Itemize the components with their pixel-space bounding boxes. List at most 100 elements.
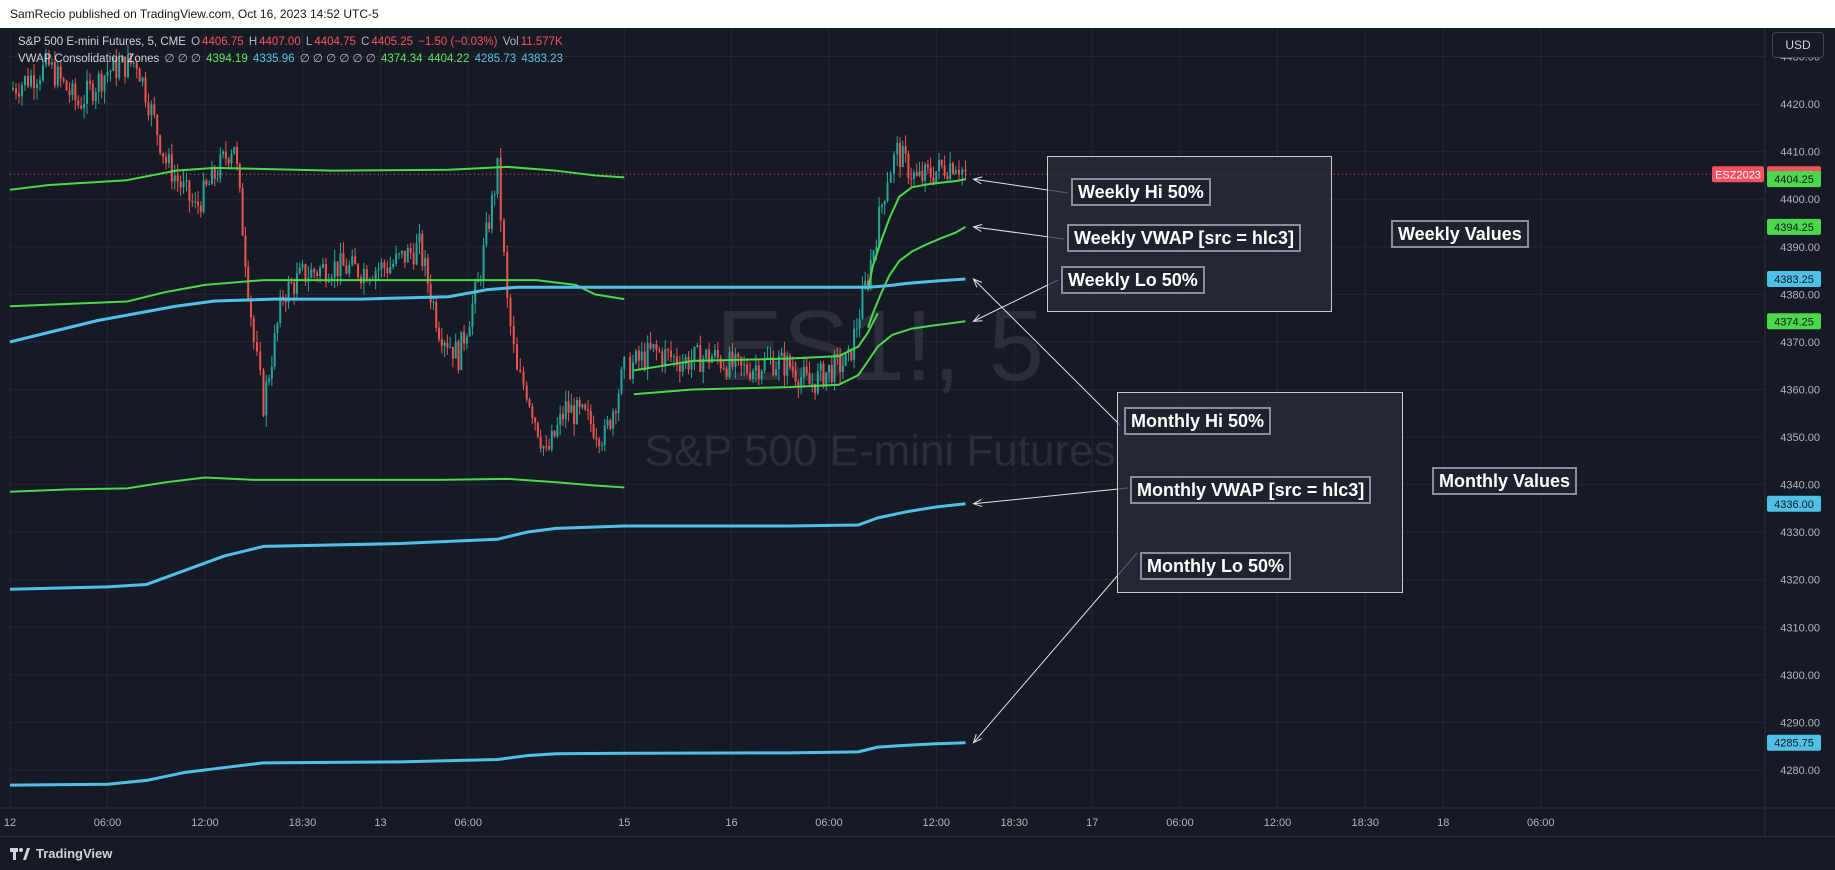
candle-body	[324, 264, 327, 282]
weekly-lo-label[interactable]: Weekly Lo 50%	[1061, 266, 1205, 294]
candle-body	[592, 424, 595, 438]
candle-body	[687, 356, 690, 370]
candle-body	[56, 66, 59, 86]
candle-body	[780, 352, 783, 357]
candle-body	[643, 351, 646, 369]
candle-body	[162, 153, 165, 157]
candle-body	[106, 72, 109, 76]
series-line	[9, 279, 625, 308]
candle-body	[672, 356, 675, 358]
candle-body	[907, 153, 910, 179]
candle-body	[940, 159, 943, 166]
candle-body	[465, 336, 468, 344]
candle-body	[342, 253, 345, 266]
annotation-arrows	[972, 176, 1138, 744]
candle-body	[468, 327, 471, 337]
indicator-name[interactable]: VWAP Consolidation Zones	[18, 53, 160, 65]
candle-body	[777, 356, 780, 370]
price-chart[interactable]: ES1!, 5S&P 500 E-mini Futures4280.004290…	[0, 28, 1835, 836]
candle-body	[27, 76, 29, 87]
time-tick-label: 12:00	[1264, 817, 1292, 829]
candle-body	[339, 253, 342, 277]
monthly-vwap-label[interactable]: Monthly VWAP [src = hlc3]	[1130, 476, 1372, 504]
candle-body	[725, 368, 728, 377]
symbol-name[interactable]: S&P 500 E-mini Futures, 5, CME	[18, 36, 186, 48]
candle-body	[573, 405, 576, 425]
candle-body	[861, 287, 864, 319]
candle-body	[839, 354, 842, 373]
candle-body	[179, 181, 182, 188]
candle-body	[841, 365, 844, 373]
candle-body	[80, 105, 83, 109]
candle-body	[772, 357, 775, 376]
candle-body	[536, 422, 539, 437]
candle-body	[512, 325, 515, 345]
candle-body	[316, 272, 319, 277]
time-tick-label: 13	[374, 817, 386, 829]
candle-body	[443, 342, 446, 346]
time-tick-label: 18	[1437, 817, 1449, 829]
tradingview-brand[interactable]: TradingView	[36, 846, 113, 861]
candle-body	[197, 201, 200, 206]
price-tick-label: 4340.00	[1780, 480, 1820, 492]
candle-body	[836, 354, 839, 356]
candle-body	[97, 74, 100, 93]
candle-body	[268, 378, 271, 382]
monthly-values-label[interactable]: Monthly Values	[1432, 467, 1578, 495]
candle-body	[88, 80, 91, 84]
weekly-vwap-label[interactable]: Weekly VWAP [src = hlc3]	[1067, 224, 1301, 252]
candle-body	[769, 357, 772, 359]
price-tick-label: 4410.00	[1780, 147, 1820, 159]
candle-body	[814, 383, 817, 393]
candle-body	[457, 341, 460, 370]
candle-body	[559, 413, 562, 425]
candle-body	[751, 370, 754, 379]
candle-body	[351, 256, 354, 265]
series-line	[633, 312, 879, 372]
candle-body	[522, 371, 525, 386]
candle-body	[678, 364, 681, 372]
candle-body	[290, 281, 293, 284]
candle-body	[185, 180, 188, 182]
weekly-values-label[interactable]: Weekly Values	[1391, 220, 1529, 248]
candle-body	[757, 365, 760, 379]
candle-body	[173, 175, 176, 182]
candle-body	[708, 349, 711, 363]
candle-body	[705, 349, 708, 359]
candle-body	[609, 419, 612, 429]
candle-body	[743, 364, 746, 366]
time-tick-label: 12:00	[922, 817, 950, 829]
candle-body	[578, 400, 581, 408]
candle-body	[83, 103, 86, 109]
candle-body	[213, 167, 216, 179]
candle-body	[802, 366, 805, 378]
candle-body	[319, 267, 322, 277]
candle-body	[935, 171, 938, 183]
candle-body	[661, 351, 664, 365]
candle-body	[153, 104, 156, 116]
currency-button[interactable]: USD	[1772, 32, 1824, 58]
indicator-value: 4404.22	[427, 53, 470, 65]
candle-body	[62, 78, 65, 81]
candle-body	[74, 83, 77, 101]
symbol-legend-row[interactable]: S&P 500 E-mini Futures, 5, CME O 4406.75 …	[18, 36, 563, 48]
candle-body	[241, 187, 244, 236]
candle-body	[403, 250, 406, 263]
weekly-hi-label[interactable]: Weekly Hi 50%	[1071, 178, 1211, 206]
indicator-legend-row[interactable]: VWAP Consolidation Zones ∅ ∅ ∅ 4394.19 4…	[18, 53, 563, 65]
candle-body	[424, 258, 427, 267]
candle-body	[222, 151, 225, 155]
monthly-lo-label[interactable]: Monthly Lo 50%	[1140, 552, 1292, 580]
candle-body	[409, 247, 412, 253]
candle-body	[587, 409, 590, 411]
monthly-vwap-arrow	[973, 487, 1129, 505]
candle-body	[380, 262, 383, 269]
candle-body	[182, 181, 185, 188]
series-line	[9, 502, 966, 591]
candle-body	[30, 75, 32, 87]
candle-body	[446, 342, 449, 348]
candle-body	[333, 261, 336, 278]
candle-body	[210, 167, 213, 185]
price-tick-label: 4300.00	[1780, 670, 1820, 682]
monthly-hi-label[interactable]: Monthly Hi 50%	[1124, 407, 1272, 435]
